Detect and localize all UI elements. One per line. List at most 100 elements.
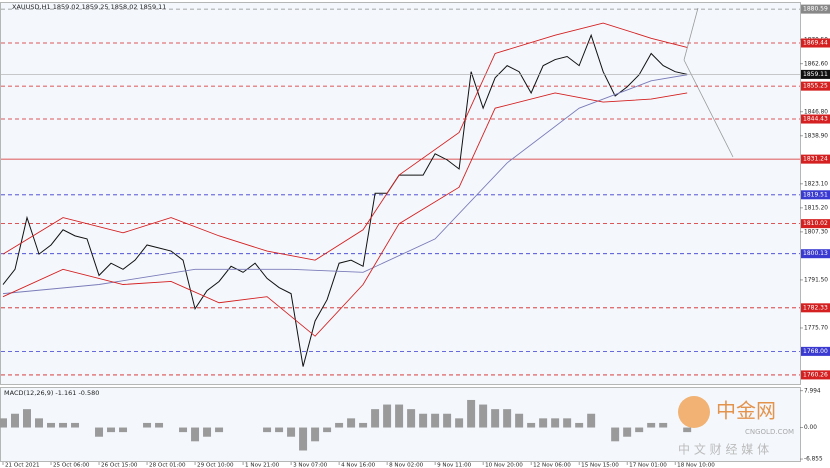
logo-tagline: 中 文 财 经 媒 体 <box>678 442 769 457</box>
macd-bar <box>299 427 308 451</box>
level-label: 1880.59 <box>803 6 828 13</box>
x-tick-label: 21 Oct 2021 <box>5 463 40 468</box>
macd-title: MACD(12,26,9) -1.161 -0.580 <box>4 389 99 397</box>
macd-bar <box>431 413 440 428</box>
x-tick-label: 15 Nov 15:00 <box>581 463 619 468</box>
level-box <box>801 4 830 14</box>
macd-bar <box>215 427 224 433</box>
y-tick-label: -6.855 <box>804 457 823 463</box>
macd-bar <box>155 422 164 428</box>
macd-bar <box>275 427 284 433</box>
macd-bar <box>623 427 632 437</box>
macd-bar <box>395 404 404 428</box>
macd-bar <box>11 413 20 428</box>
y-tick-label: 1815.20 <box>804 205 828 211</box>
x-tick-label: 1 Nov 21:00 <box>245 463 280 468</box>
macd-bar <box>647 422 656 428</box>
level-box <box>801 81 830 91</box>
y-tick-label: 7.994 <box>804 388 821 394</box>
current-price-label: 1859.11 <box>803 71 828 78</box>
y-tick-label: 1775.70 <box>804 325 828 331</box>
price-line <box>2 74 688 295</box>
macd-bar <box>143 422 152 428</box>
macd-bar <box>539 418 548 428</box>
level-label: 1768.00 <box>803 348 828 355</box>
arrow-up <box>683 7 699 61</box>
macd-bar <box>35 418 44 428</box>
macd-bar <box>575 422 584 428</box>
x-tick-label: 3 Nov 07:00 <box>293 463 328 468</box>
macd-bar <box>107 427 116 433</box>
macd-bar <box>563 418 572 428</box>
macd-bar <box>179 427 188 433</box>
macd-bar <box>119 427 128 433</box>
x-tick-label: 17 Nov 01:00 <box>629 463 667 468</box>
x-tick-label: 25 Oct 06:00 <box>53 463 90 468</box>
x-tick-label: 8 Nov 02:00 <box>389 463 424 468</box>
macd-bar <box>455 418 464 428</box>
macd-bar <box>419 413 428 428</box>
macd-bar <box>683 427 692 433</box>
level-box <box>801 303 830 313</box>
level-box <box>801 370 830 380</box>
level-label: 1810.02 <box>803 220 828 227</box>
macd-bar <box>515 413 524 428</box>
macd-bar <box>203 427 212 437</box>
macd-bar <box>0 418 7 428</box>
macd-bar <box>587 413 596 428</box>
level-box <box>801 190 830 200</box>
logo-mark <box>678 396 710 428</box>
level-box <box>801 346 830 356</box>
x-tick-label: 18 Nov 10:00 <box>677 463 715 468</box>
macd-bar <box>95 427 104 437</box>
chart-title: XAUUSD,H1 1859.02 1859.25 1858.02 1859.1… <box>12 3 166 11</box>
macd-bar <box>479 404 488 428</box>
macd-bar <box>59 422 68 428</box>
x-tick-label: 29 Oct 10:00 <box>197 463 234 468</box>
macd-bar <box>263 427 272 433</box>
macd-bar <box>467 399 476 428</box>
level-box <box>801 219 830 229</box>
level-box <box>801 249 830 259</box>
macd-bar <box>371 409 380 428</box>
level-label: 1869.44 <box>803 40 828 47</box>
level-label: 1819.51 <box>803 191 828 198</box>
macd-bar <box>347 418 356 428</box>
level-label: 1831.24 <box>803 156 828 163</box>
logo-site: CNGOLD.COM <box>745 428 794 436</box>
y-tick-label: 0.00 <box>804 425 817 431</box>
macd-bar <box>443 413 452 428</box>
macd-bar <box>23 409 32 428</box>
y-tick-label: 1823.10 <box>804 181 828 187</box>
y-tick-label: 1846.80 <box>804 109 828 115</box>
x-tick-label: 4 Nov 16:00 <box>341 463 376 468</box>
current-price-box <box>801 69 830 79</box>
level-label: 1855.25 <box>803 83 828 90</box>
macd-bar <box>383 404 392 428</box>
macd-bar <box>611 427 620 442</box>
level-box <box>801 154 830 164</box>
level-label: 1760.26 <box>803 371 828 378</box>
macd-bar <box>323 427 332 433</box>
macd-bar <box>335 422 344 428</box>
level-box <box>801 38 830 48</box>
macd-bar <box>659 422 668 428</box>
price-line <box>2 33 688 367</box>
macd-bar <box>71 422 80 428</box>
x-tick-label: 28 Oct 01:00 <box>149 463 186 468</box>
level-label: 1782.33 <box>803 304 828 311</box>
price-line <box>2 22 688 261</box>
macd-bar <box>47 422 56 428</box>
main-panel <box>0 2 801 385</box>
y-tick-label: 1838.90 <box>804 133 828 139</box>
level-label: 1844.43 <box>803 116 828 123</box>
level-label: 1800.13 <box>803 250 828 257</box>
logo-name: 中金网 <box>716 399 776 423</box>
macd-bar <box>491 409 500 428</box>
x-tick-label: 26 Oct 15:00 <box>101 463 138 468</box>
macd-bar <box>527 422 536 428</box>
macd-bar <box>503 409 512 428</box>
arrow-down <box>683 59 734 158</box>
y-tick-label: 1807.30 <box>804 229 828 235</box>
